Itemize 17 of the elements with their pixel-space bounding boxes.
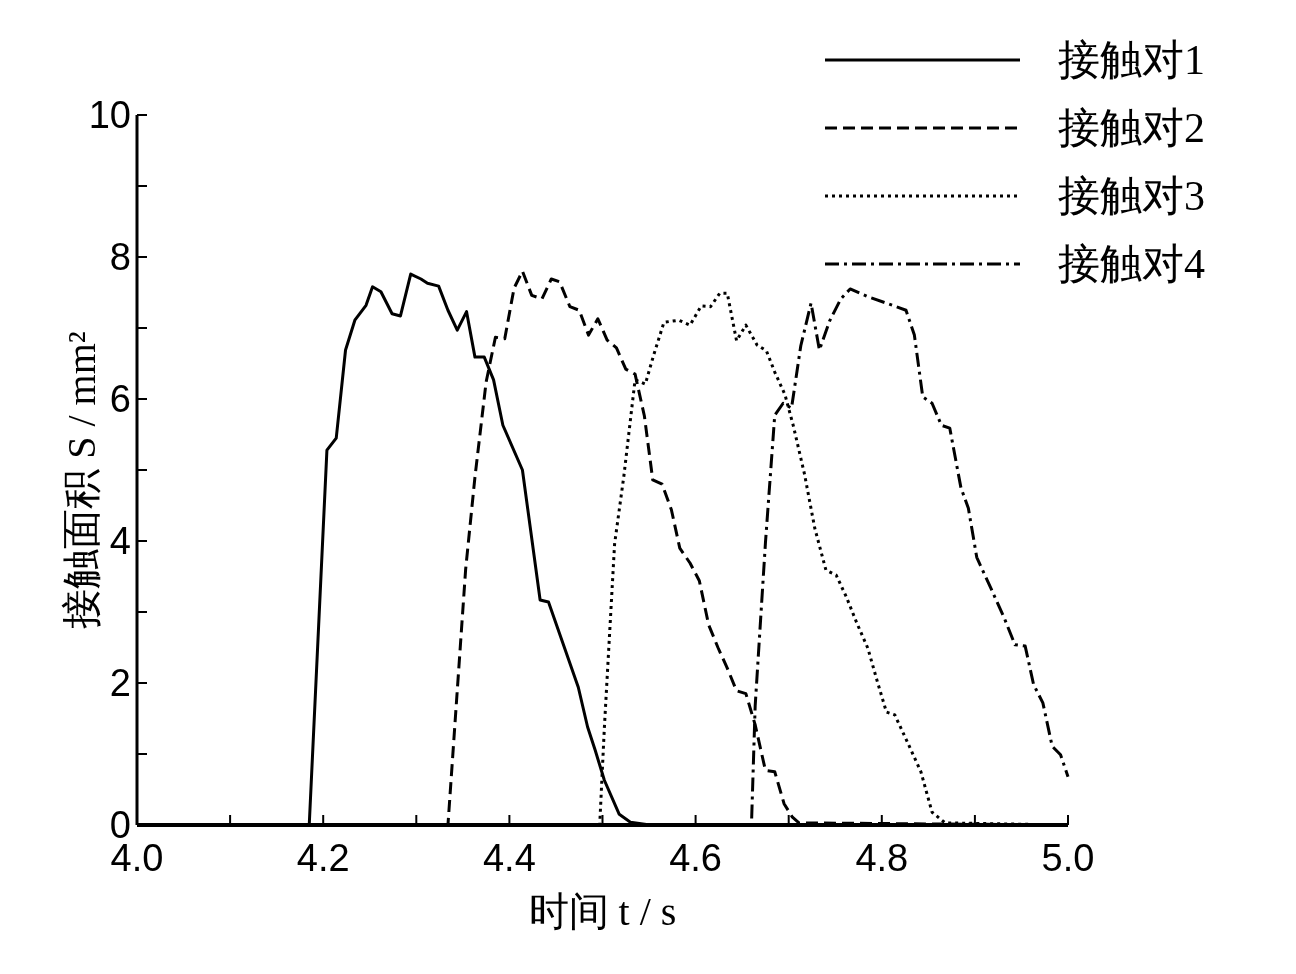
legend-label: 接触对4 — [1058, 241, 1205, 287]
x-tick-label: 4.8 — [855, 837, 909, 879]
y-tick-label: 2 — [109, 662, 131, 704]
x-tick-label: 5.0 — [1041, 837, 1095, 879]
y-axis-title: 接触面积 S / mm² — [59, 331, 104, 629]
x-tick-label: 4.4 — [482, 837, 536, 879]
y-tick-label: 4 — [109, 520, 131, 562]
x-tick-label: 4.2 — [296, 837, 350, 879]
x-axis-title: 时间 t / s — [528, 889, 677, 934]
legend-label: 接触对1 — [1058, 37, 1205, 83]
legend-label: 接触对3 — [1058, 173, 1205, 219]
x-tick-label: 4.0 — [110, 837, 164, 879]
x-tick-label: 4.6 — [669, 837, 723, 879]
y-tick-label: 10 — [88, 94, 131, 136]
y-tick-label: 8 — [109, 236, 131, 278]
y-tick-label: 6 — [109, 378, 131, 420]
legend-label: 接触对2 — [1058, 105, 1205, 151]
